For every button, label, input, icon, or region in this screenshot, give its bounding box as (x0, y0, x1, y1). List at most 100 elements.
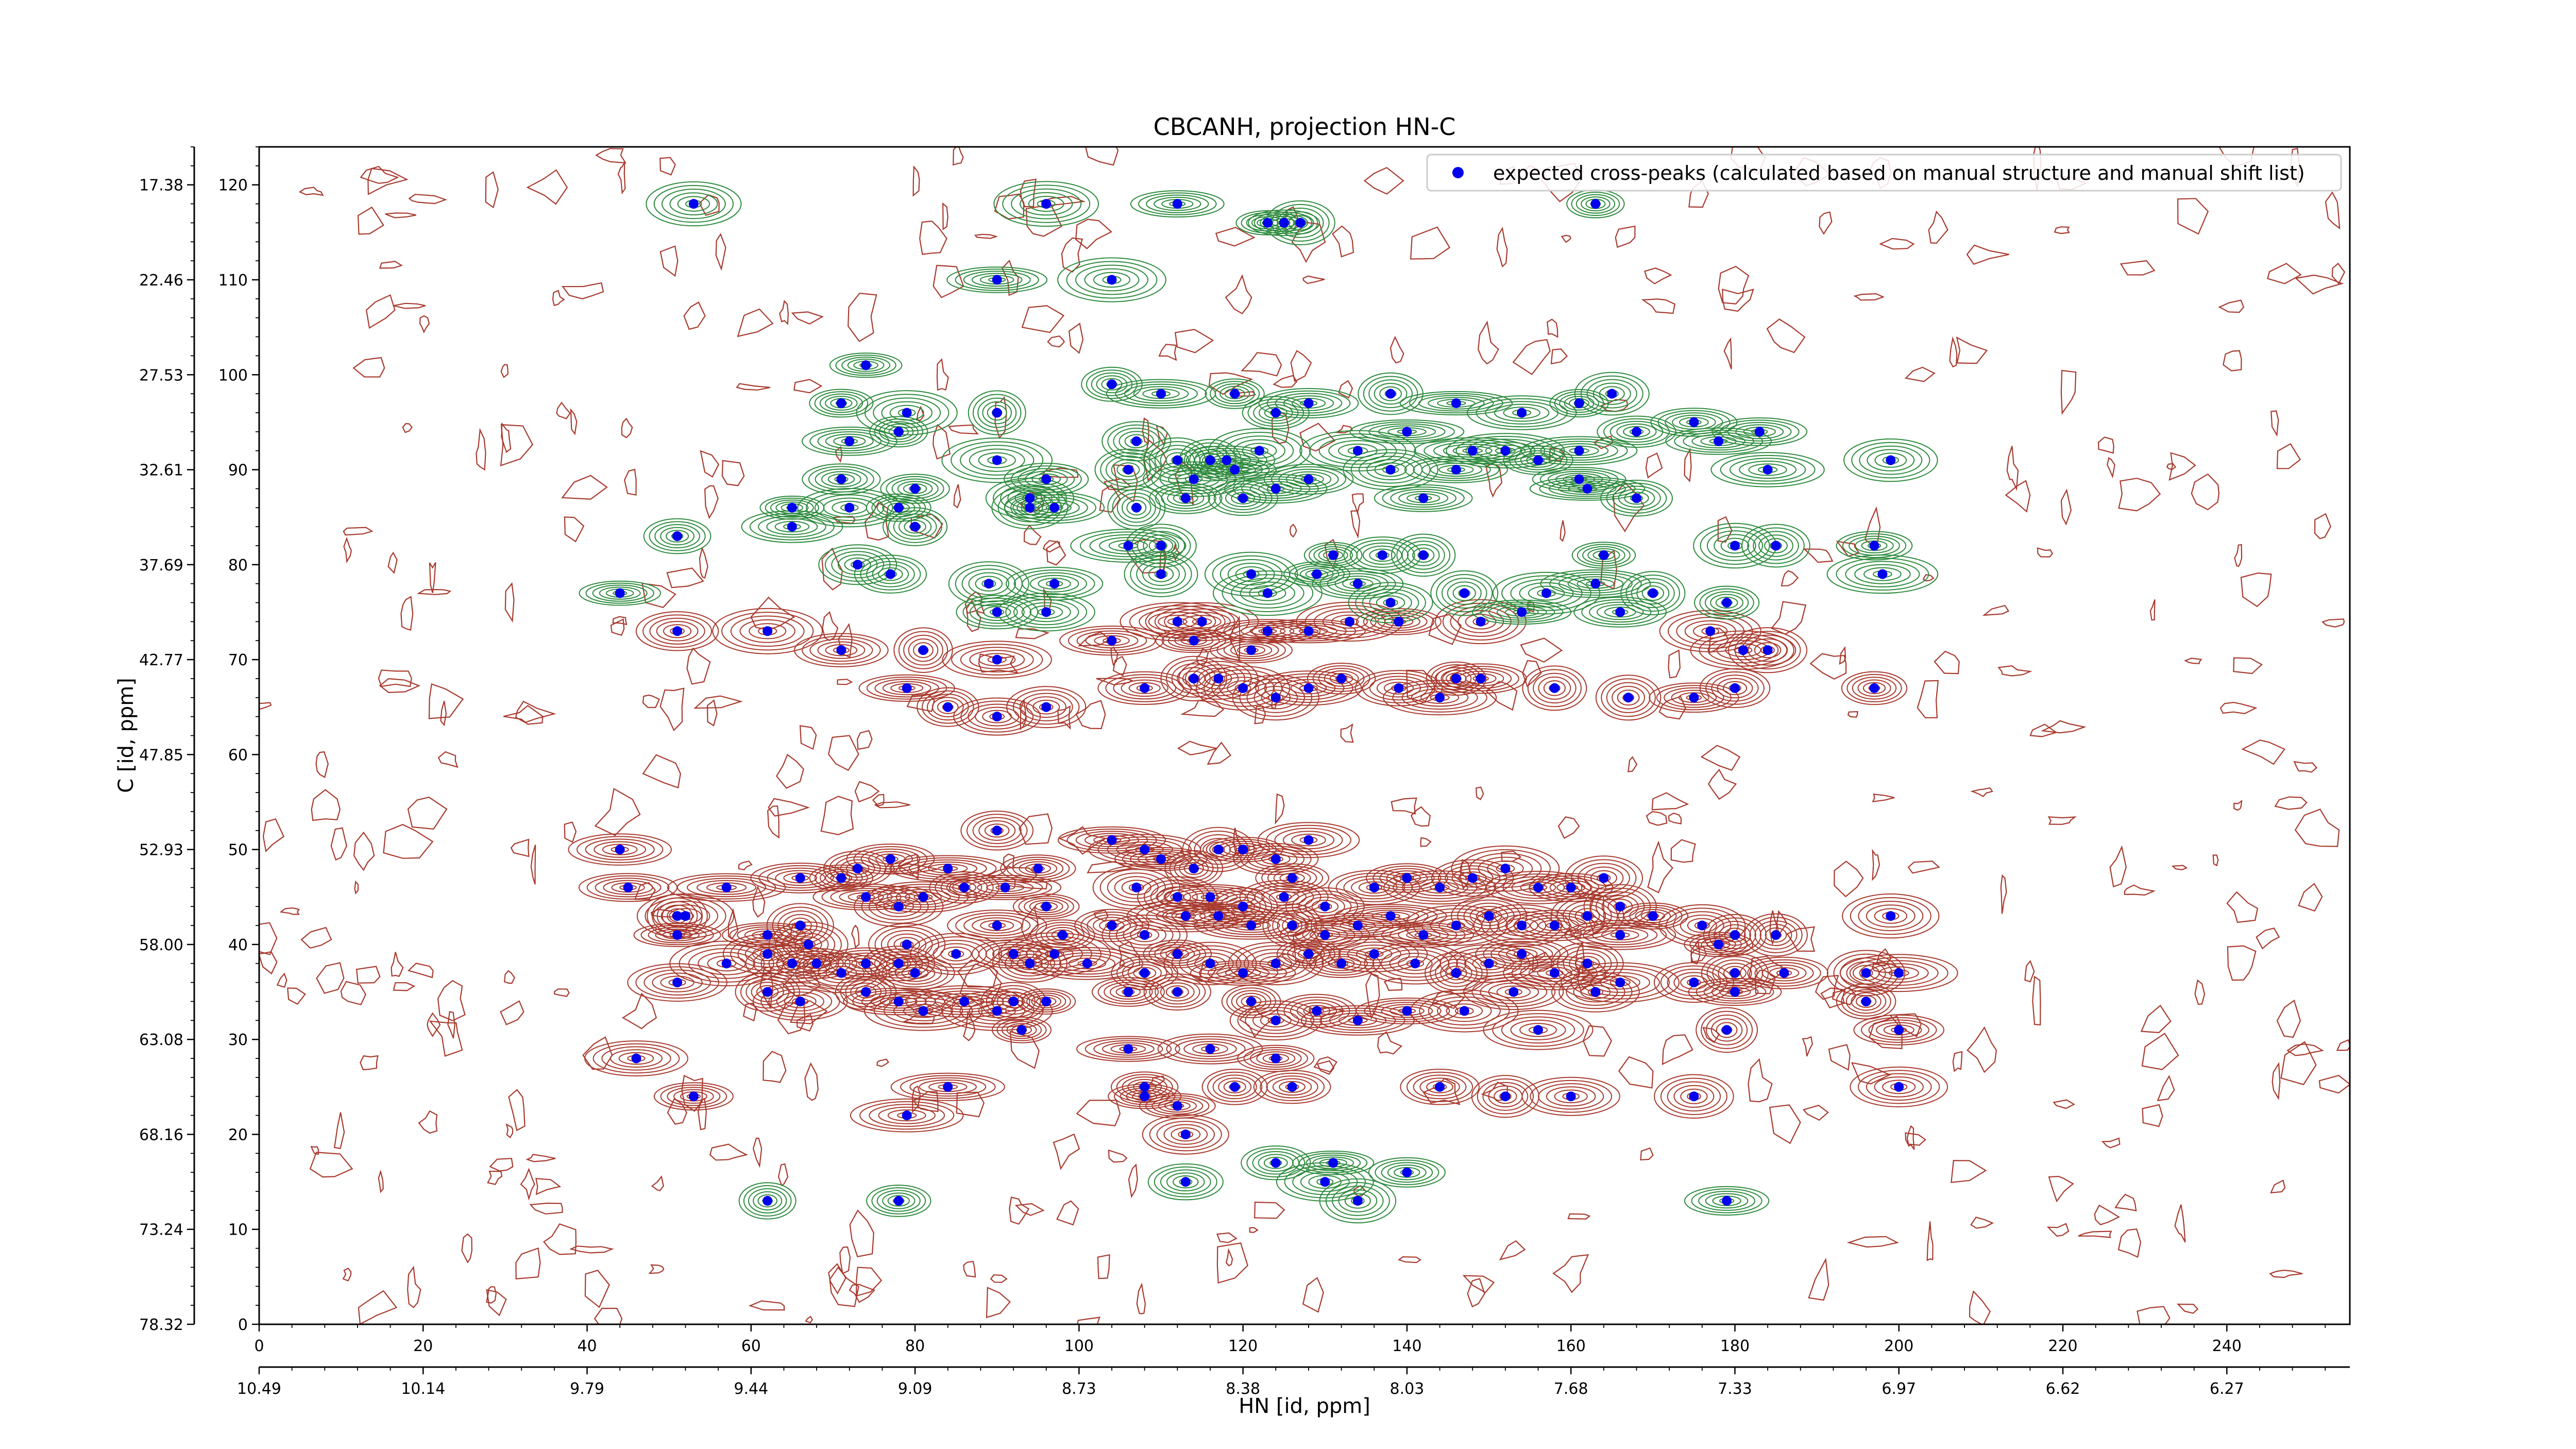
contour-ring (866, 561, 915, 587)
contour-ring (1321, 956, 1362, 971)
cross-peak-marker (688, 199, 699, 209)
contour-ring (1199, 452, 1221, 468)
noise-contour (2286, 1043, 2324, 1056)
y-ppm-tick-label: 47.85 (139, 746, 183, 764)
noise-contour (1128, 1163, 1138, 1199)
noise-contour (279, 907, 300, 915)
cross-peak-marker (1172, 455, 1182, 465)
contour-ring (1274, 828, 1343, 852)
cross-peak-marker (1615, 901, 1625, 912)
contour-ring (1413, 458, 1500, 481)
noise-contour (287, 987, 306, 1005)
noise-contour (837, 679, 853, 685)
contour-ring (667, 1087, 721, 1106)
contour-ring (940, 947, 972, 962)
noise-contour (821, 547, 843, 591)
contour-ring (1406, 1071, 1473, 1102)
contour-ring (1700, 527, 1770, 565)
contour-ring (1248, 209, 1320, 237)
cross-peak-markers (615, 199, 1904, 1206)
contour-ring (1463, 973, 1564, 1010)
noise-contour (553, 988, 570, 997)
contour-ring (1142, 562, 1180, 586)
cross-peak-marker (1451, 968, 1461, 978)
noise-contour (1651, 792, 1689, 811)
contour-ring (1026, 696, 1066, 718)
cross-peak-marker (1402, 427, 1412, 437)
noise-contour (564, 821, 577, 843)
x-index-tick-label: 220 (2048, 1337, 2077, 1355)
contour-ring (774, 520, 810, 533)
contour-ring (1240, 846, 1312, 873)
contour-ring (1753, 531, 1799, 561)
noise-contour (793, 379, 823, 394)
contour-ring (845, 862, 870, 875)
noise-contour (2024, 960, 2035, 983)
cross-peak-marker (1172, 616, 1182, 627)
contour-ring (1501, 1016, 1575, 1044)
noise-contour (2321, 618, 2345, 628)
noise-contour (659, 687, 685, 732)
contour-ring (646, 181, 742, 227)
contour-ring (1575, 194, 1615, 214)
noise-contour (1550, 348, 1568, 365)
peak-contour-set (646, 181, 742, 227)
contour-ring (1022, 572, 1087, 595)
noise-contour (416, 588, 452, 595)
contour-ring (1148, 566, 1174, 582)
y-index-tick-label: 30 (228, 1031, 248, 1049)
contour-ring (1480, 601, 1564, 623)
noise-contour (489, 1158, 514, 1172)
contour-ring (1227, 563, 1275, 586)
contour-ring (985, 944, 1042, 964)
contour-ring (1257, 822, 1360, 858)
contour-ring (963, 271, 1031, 289)
contour-ring (1846, 673, 1902, 702)
noise-contour (1872, 794, 1895, 803)
contour-ring (1396, 537, 1451, 574)
noise-contour (2041, 720, 2087, 734)
cross-peak-marker (1140, 930, 1150, 940)
cross-peak-marker (918, 892, 928, 902)
contour-ring (969, 650, 1025, 669)
noise-contour (2212, 854, 2219, 867)
noise-contour (777, 1163, 789, 1187)
contour-ring (1275, 393, 1343, 414)
cross-peak-marker (1459, 1006, 1469, 1016)
peak-contour-set (1853, 1014, 1944, 1046)
noise-contour (1496, 226, 1508, 268)
contour-ring (869, 416, 928, 448)
contour-ring (776, 948, 857, 979)
contour-ring (1219, 677, 1267, 700)
contour-ring (1155, 628, 1233, 653)
contour-ring (1225, 489, 1261, 508)
noise-contour (2094, 1204, 2120, 1225)
contour-ring (1075, 264, 1148, 295)
contour-ring (1551, 942, 1624, 985)
contour-ring (1398, 491, 1449, 506)
cross-peak-marker (893, 1195, 904, 1206)
contour-ring (1243, 1047, 1309, 1070)
contour-ring (1218, 1077, 1252, 1097)
noise-contour (706, 699, 718, 727)
contour-ring (843, 987, 955, 1016)
contour-ring (687, 878, 767, 898)
contour-ring (1447, 581, 1482, 605)
noise-contour (2107, 457, 2115, 479)
cross-peak-marker (1369, 949, 1379, 959)
contour-ring (1527, 669, 1582, 707)
contour-ring (1349, 419, 1465, 444)
noise-contour (2047, 816, 2077, 825)
contour-ring (1383, 680, 1497, 716)
peak-contour-set (1399, 391, 1513, 416)
contour-ring (851, 957, 880, 969)
contour-ring (1032, 699, 1060, 715)
contour-ring (757, 1194, 777, 1208)
cross-peak-marker (836, 398, 846, 408)
cross-peak-marker (1255, 446, 1264, 456)
contour-ring (1182, 615, 1222, 629)
contour-ring (1592, 927, 1649, 943)
contour-ring (1214, 383, 1255, 405)
noise-contour (561, 475, 608, 500)
cross-peak-marker (1730, 930, 1740, 940)
